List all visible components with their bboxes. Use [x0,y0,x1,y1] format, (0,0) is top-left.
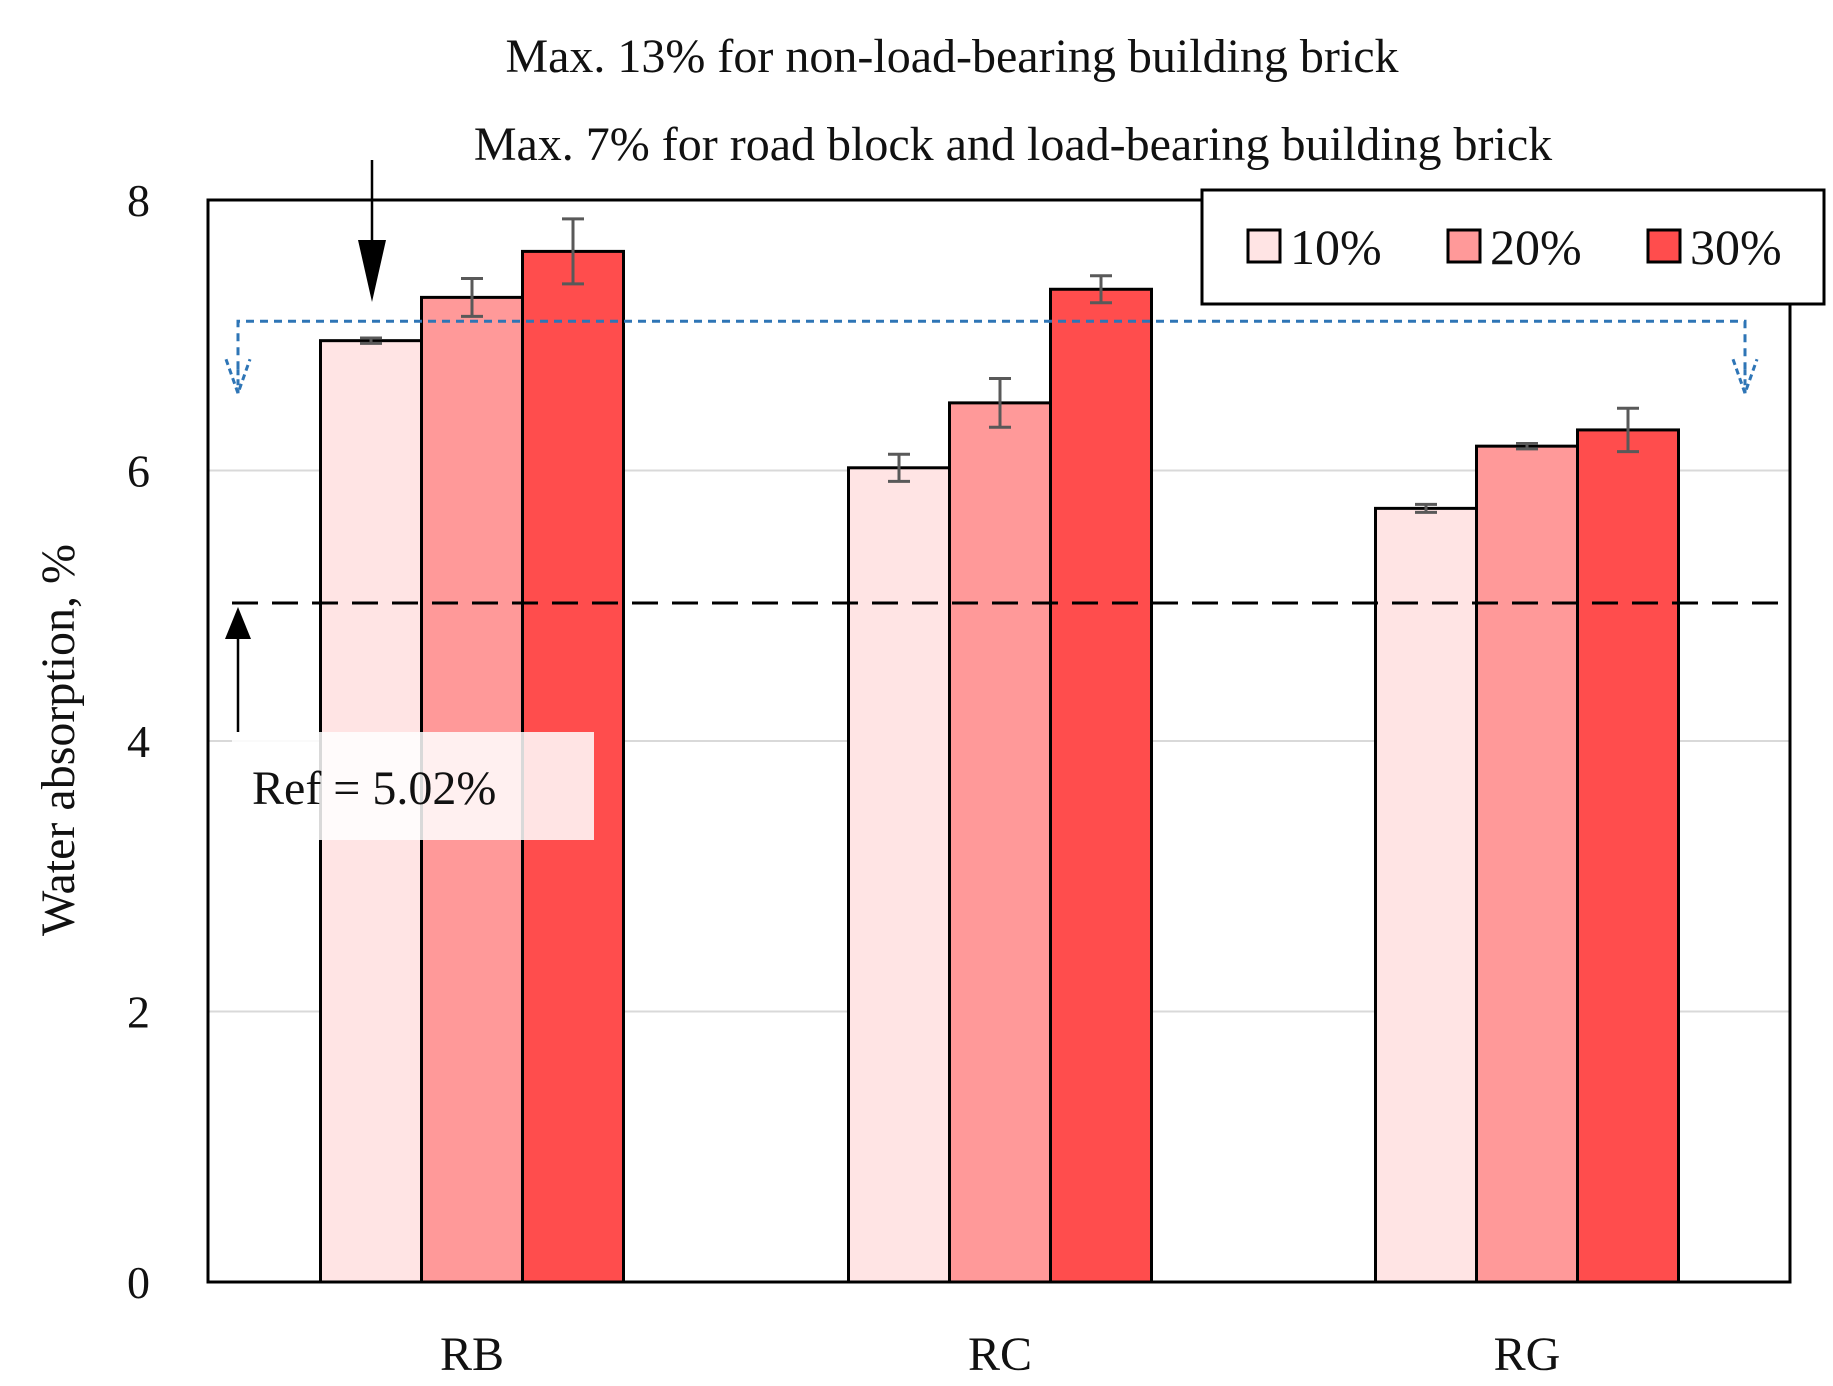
error-bar [1415,502,1437,514]
bar-rc-20pct [948,401,1052,1284]
limit-arrow-right-icon [1731,358,1759,398]
error-bar [1090,274,1112,305]
legend-swatch [1446,228,1482,264]
y-axis-label: Water absorption, % [32,544,85,936]
annotation-max7: Max. 7% for road block and load-bearing … [474,118,1552,171]
legend-label: 20% [1490,219,1582,275]
y-tick-labels: 0 2 4 6 8 [127,175,150,1308]
plot-frame [206,198,1792,1284]
y-tick-label: 8 [127,175,150,226]
x-category-label: RC [968,1328,1032,1381]
x-category-labels: RB RC RG [440,1328,1560,1381]
error-bar [989,377,1011,429]
bar-rc-30pct [1049,287,1153,1284]
legend-label: 30% [1690,219,1782,275]
bar-rc-10pct [847,466,951,1284]
reference-label: Ref = 5.02% [252,762,496,815]
x-category-label: RB [440,1328,504,1381]
y-tick-label: 6 [127,446,150,497]
bar-rg-30pct [1576,428,1680,1284]
y-tick-label: 4 [127,716,150,767]
y-tick-label: 0 [127,1257,150,1308]
error-bar [1617,406,1639,454]
bar-rg-10pct [1374,506,1478,1284]
limit-line-group [224,319,1759,398]
legend-box [1200,188,1826,306]
x-category-label: RG [1494,1328,1561,1381]
error-bar [1516,441,1538,451]
error-bar [360,336,382,345]
legend: 10% 20% 30% [1200,188,1826,306]
error-bar [461,276,483,318]
bar-rg-20pct [1475,444,1579,1284]
legend-swatch [1246,228,1282,264]
reference-arrow-icon [225,607,251,732]
limit-line [236,319,1747,370]
legend-swatch [1646,228,1682,264]
limit-arrow-left-icon [224,358,252,398]
annotation-max13: Max. 13% for non-load-bearing building b… [505,30,1398,83]
error-bar [562,217,584,286]
max13-arrow-icon [358,160,386,302]
error-bar [888,452,910,483]
y-tick-label: 2 [127,987,150,1038]
reference-label-box [232,732,594,840]
legend-label: 10% [1290,219,1382,275]
